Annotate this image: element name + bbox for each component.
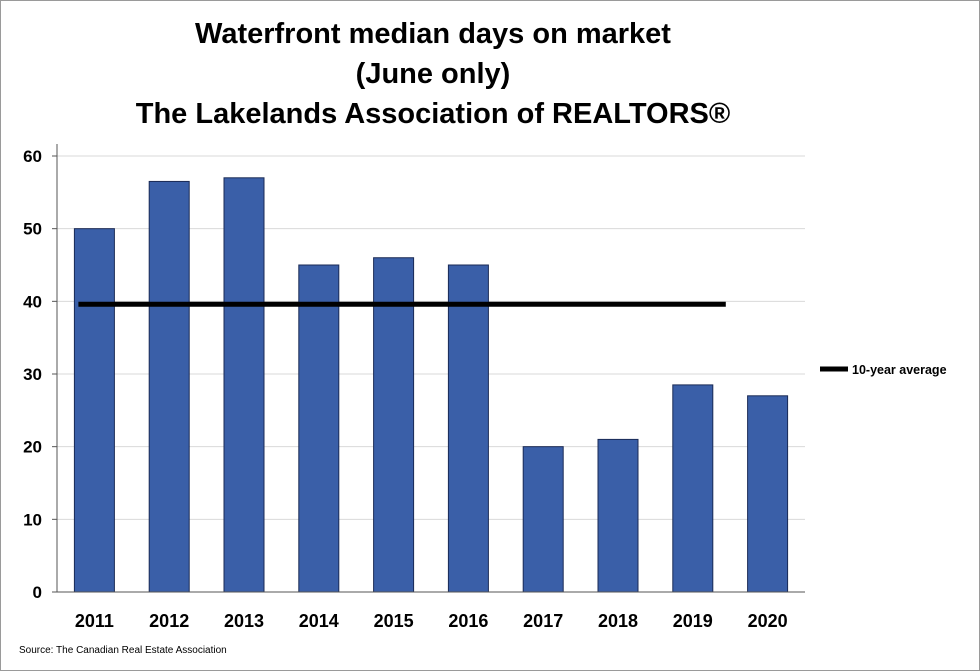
bars xyxy=(73,177,789,593)
chart-title-line-1: Waterfront median days on market xyxy=(195,18,671,50)
bar-2018 xyxy=(597,438,639,593)
y-tick-label: 60 xyxy=(23,147,42,166)
bar-2017 xyxy=(522,446,564,593)
bar-2012 xyxy=(148,180,190,593)
x-tick-label: 2017 xyxy=(523,611,563,631)
bar-2014 xyxy=(298,264,340,593)
legend-label: 10-year average xyxy=(852,363,947,377)
chart-title-line-2: (June only) xyxy=(355,58,511,90)
y-tick-label: 40 xyxy=(23,292,42,311)
bar-2015 xyxy=(373,257,415,593)
y-tick-label: 20 xyxy=(23,438,42,457)
y-tick-label: 50 xyxy=(23,220,42,239)
chart-title-line-3: The Lakelands Association of REALTORS® xyxy=(135,98,731,130)
bar-2011 xyxy=(73,228,115,593)
x-tick-label: 2020 xyxy=(748,611,788,631)
bar-2020 xyxy=(747,395,789,593)
legend: 10-year average xyxy=(820,363,947,377)
x-tick-label: 2018 xyxy=(598,611,638,631)
x-tick-label: 2013 xyxy=(224,611,264,631)
x-tick-label: 2012 xyxy=(149,611,189,631)
bar-2016 xyxy=(447,264,489,593)
source-note: Source: The Canadian Real Estate Associa… xyxy=(19,645,227,656)
x-tick-label: 2011 xyxy=(75,611,114,631)
axes: 0 10 20 30 40 50 60 2011 2012 2013 2014 2015 2016 201… xyxy=(23,144,805,631)
x-tick-label: 2016 xyxy=(448,611,488,631)
y-tick-label: 0 xyxy=(33,583,42,602)
x-tick-label: 2014 xyxy=(299,611,339,631)
x-tick-label: 2019 xyxy=(673,611,713,631)
y-tick-label: 30 xyxy=(23,365,42,384)
y-tick-label: 10 xyxy=(23,510,42,529)
bar-2019 xyxy=(672,384,714,593)
chart-title: Waterfront median days on market (June o… xyxy=(0,14,866,134)
x-tick-label: 2015 xyxy=(374,611,414,631)
bar-2013 xyxy=(223,177,265,593)
